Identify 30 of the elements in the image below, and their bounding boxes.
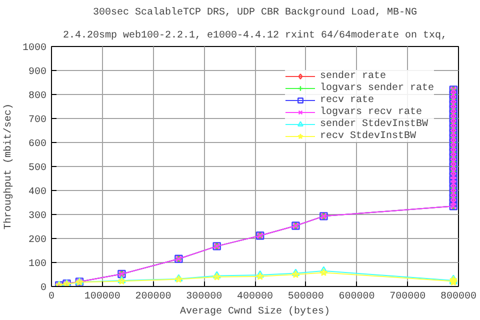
x-tick-label: 200000 xyxy=(135,292,172,302)
x-tick-label: 800000 xyxy=(440,292,477,302)
y-tick-label: 800 xyxy=(28,91,47,102)
y-tick-label: 100 xyxy=(28,259,47,270)
x-tick-label: 500000 xyxy=(288,292,324,302)
legend-label: sender StdevInstBW xyxy=(320,118,428,130)
x-tick-label: 700000 xyxy=(390,292,426,302)
y-tick-label: 700 xyxy=(28,115,47,126)
legend-label: sender rate xyxy=(320,70,386,82)
legend-label: logvars recv rate xyxy=(320,106,422,118)
y-axis-title: Throughput (mbit/sec) xyxy=(2,103,14,230)
y-tick-label: 1000 xyxy=(22,43,47,54)
x-tick-label: 100000 xyxy=(84,292,120,302)
y-tick-label: 600 xyxy=(28,139,47,150)
y-tick-label: 900 xyxy=(28,67,47,78)
y-tick-label: 500 xyxy=(28,163,47,174)
x-tick-label: 400000 xyxy=(236,292,274,302)
legend-label: recv rate xyxy=(320,94,374,106)
x-tick-label: 300000 xyxy=(186,292,222,302)
x-axis-title: Average Cwnd Size (bytes) xyxy=(180,306,330,318)
chart-subtitle: 2.4.20smp web100-2.2.1, e1000-4.4.12 rxint 64/64moderate on txq, xyxy=(62,30,448,42)
y-tick-label: 200 xyxy=(28,235,47,246)
y-tick-label: 300 xyxy=(28,211,47,222)
chart-title: 300sec ScalableTCP DRS, UDP CBR Background Load, MB-NG xyxy=(92,6,418,18)
y-tick-label: 400 xyxy=(28,187,47,198)
x-tick-label: 0 xyxy=(48,292,55,302)
legend-label: logvars sender rate xyxy=(320,82,434,94)
legend-label: recv StdevInstBW xyxy=(320,130,416,142)
y-tick-label: 0 xyxy=(40,283,47,294)
x-tick-label: 600000 xyxy=(338,292,375,302)
